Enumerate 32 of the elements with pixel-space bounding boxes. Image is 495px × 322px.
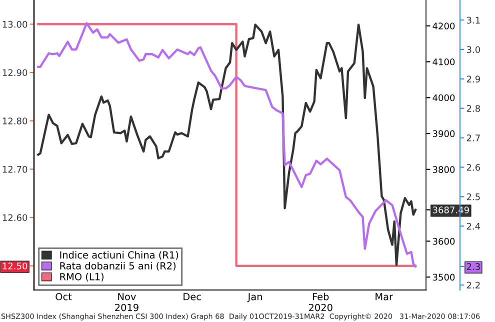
y3-tick-label: 2.6: [466, 164, 480, 171]
y-tick-label: 12.80: [2, 118, 28, 124]
x-tick-label: Jan: [247, 293, 262, 302]
y2-tick-label: 3800: [432, 166, 455, 173]
y3-tick-label: 2.2: [466, 282, 480, 288]
x-tick-label: Nov 2019: [115, 293, 138, 312]
y-tick-label: 12.90: [2, 69, 28, 76]
y3-tick-label: 2.8: [466, 105, 480, 112]
x-tick-label: Feb 2020: [308, 292, 332, 312]
y3-tick-label: 2.5: [466, 193, 480, 200]
legend-label: RMO (L1): [60, 272, 104, 282]
y3-tick-label: 2.7: [466, 134, 480, 142]
y2-tick-label: 3500: [432, 274, 455, 281]
y2-tick-label: 4000: [432, 94, 455, 102]
x-tick-label: Mar: [376, 293, 394, 300]
y-tick-label: 13.00: [2, 20, 28, 28]
y2-tick-label: 3900: [432, 130, 455, 138]
x-tick-label: Oct: [56, 292, 72, 300]
x-tick-label: Dec: [184, 293, 201, 300]
y3-tick-label: 3.1: [466, 16, 480, 24]
y2-tick-label: 3600: [432, 238, 455, 245]
y2-tick-label: 4200: [432, 22, 455, 30]
y-tick-label: 12.60: [2, 214, 28, 222]
y2-tick-label: 4100: [432, 58, 455, 66]
y-tick-label: 12.70: [2, 166, 28, 173]
y3-tick-label: 3.0: [466, 46, 480, 54]
y-tick-label: 12.50: [2, 262, 28, 270]
y3-tick-label: 2.4: [466, 222, 480, 230]
legend-label: Rata dobanzii 5 ani (R2): [60, 262, 176, 271]
y3-tick-label: 2.9: [466, 76, 480, 82]
legend-label: Indice actiuni China (R1): [60, 251, 178, 260]
y3-tick-label: 2.3: [466, 263, 480, 270]
